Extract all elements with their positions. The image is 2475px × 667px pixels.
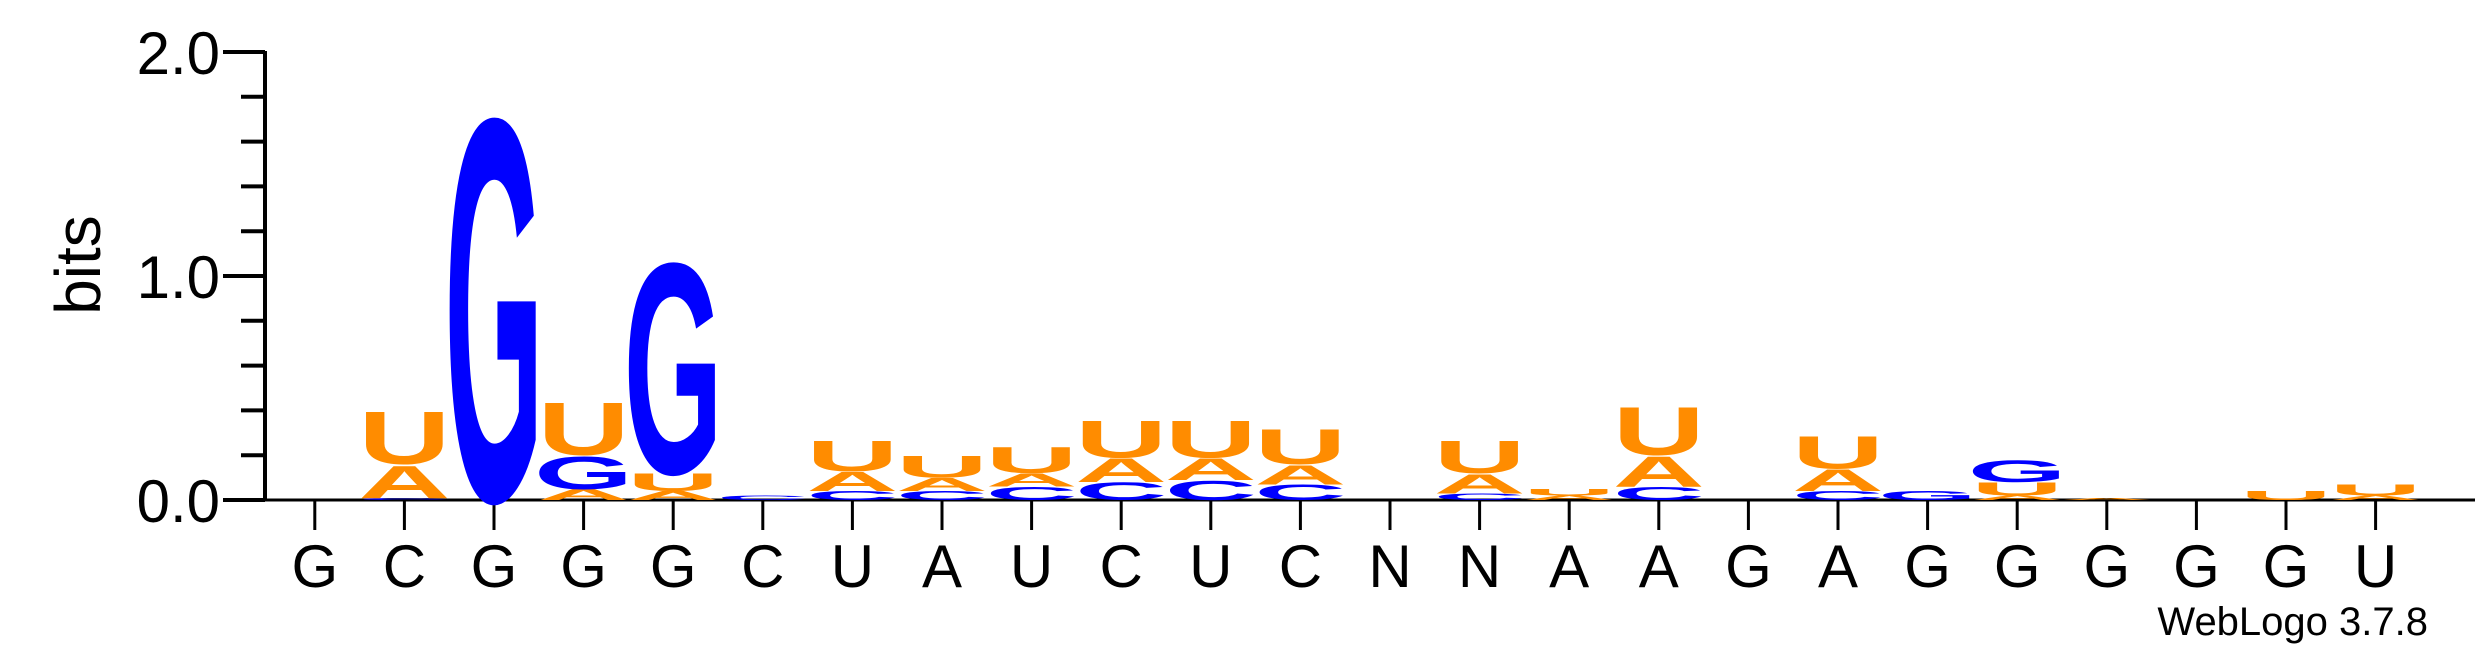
logo-letter-A: A	[2330, 494, 2422, 501]
x-tick-label: U	[1010, 533, 1053, 600]
logo-letter-A: A	[358, 456, 450, 508]
weblogo-credit: WebLogo 3.7.8	[2157, 600, 2428, 644]
x-tick-label: U	[1189, 533, 1232, 600]
logo-letter-A: A	[1523, 494, 1615, 501]
logo-letter-U: U	[1075, 410, 1167, 469]
x-tick-label: N	[1458, 533, 1501, 600]
logo-letter-U: U	[1165, 410, 1257, 469]
logo-letter-A: A	[986, 470, 1078, 491]
y-tick-label: 2.0	[137, 20, 220, 87]
y-axis-label: bits	[42, 215, 114, 315]
logo-letter-C: C	[1792, 489, 1884, 503]
logo-letter-A: A	[1254, 459, 1346, 491]
logo-letter-C: C	[1075, 478, 1167, 506]
logo-letter-U: U	[1971, 479, 2063, 500]
logo-letter-C: C	[1613, 483, 1705, 504]
logo-letter-A: A	[896, 474, 988, 495]
x-tick-label: G	[1904, 533, 1951, 600]
y-tick-label: 1.0	[137, 244, 220, 311]
logo-letter-C: C	[896, 489, 988, 503]
x-tick-label: A	[1639, 533, 1679, 600]
x-tick-label: A	[922, 533, 962, 600]
x-tick-label: G	[1725, 533, 1772, 600]
x-tick-label: G	[1994, 533, 2041, 600]
letter-stacks: CAUGAGUAUGCCAUCAUCAUCAUCAUCAUCAUAUCAUCAU…	[358, 6, 2421, 618]
x-tick-label: G	[560, 533, 607, 600]
logo-letter-A: A	[1971, 494, 2063, 501]
logo-letter-U: U	[2330, 482, 2422, 499]
x-tick-label: G	[291, 533, 338, 600]
logo-letter-G: G	[624, 201, 723, 538]
x-tick-label: N	[1368, 533, 1411, 600]
logo-letter-A: A	[1434, 468, 1526, 500]
logo-letter-C: C	[1434, 492, 1526, 502]
logo-letter-C: C	[806, 489, 898, 503]
logo-letter-U: U	[986, 439, 1078, 481]
y-tick-label: 0.0	[137, 468, 220, 535]
logo-letter-G: G	[1968, 454, 2067, 489]
logo-letter-U: U	[896, 449, 988, 484]
x-tick-label: C	[1279, 533, 1322, 600]
x-tick-label: G	[2083, 533, 2130, 600]
logo-letter-A: A	[1613, 448, 1705, 496]
logo-letter-G: G	[444, 6, 543, 618]
logo-letter-A: A	[2061, 497, 2153, 500]
logo-letter-G: G	[1878, 489, 1977, 503]
x-tick-label: G	[650, 533, 697, 600]
x-tick-label: C	[383, 533, 426, 600]
logo-letter-U: U	[1523, 487, 1615, 497]
logo-letter-C: C	[986, 483, 1078, 504]
x-tick-label: A	[1818, 533, 1858, 600]
logo-letter-C: C	[358, 497, 450, 500]
logo-letter-A: A	[627, 489, 719, 503]
x-tick-label: G	[2173, 533, 2220, 600]
x-tick-label: U	[831, 533, 874, 600]
logo-letter-C: C	[717, 494, 809, 501]
logo-letter-A: A	[806, 466, 898, 498]
x-tick-label: A	[1549, 533, 1589, 600]
logo-letter-U: U	[1613, 393, 1705, 470]
logo-letter-U: U	[2240, 489, 2332, 503]
y-axis: 0.0 1.0 2.0	[137, 20, 267, 535]
logo-letter-C: C	[1254, 480, 1346, 504]
logo-letter-U: U	[806, 432, 898, 480]
logo-letter-A: A	[1792, 463, 1884, 498]
logo-letter-C: C	[1165, 475, 1257, 507]
logo-letter-U: U	[358, 397, 450, 481]
x-tick-label: G	[471, 533, 518, 600]
x-tick-label: C	[1100, 533, 1143, 600]
logo-letter-G: G	[534, 447, 633, 499]
x-tick-label: G	[2263, 533, 2310, 600]
logo-letter-A: A	[1075, 451, 1167, 489]
x-tick-label: U	[2354, 533, 2397, 600]
logo-letter-U: U	[1792, 427, 1884, 479]
logo-letter-A: A	[1165, 452, 1257, 487]
logo-letter-U: U	[538, 388, 630, 472]
logo-letter-U: U	[1254, 419, 1346, 475]
logo-letter-U: U	[627, 469, 719, 497]
x-tick-label: C	[741, 533, 784, 600]
logo-letter-U: U	[1434, 431, 1526, 483]
logo-letter-A: A	[538, 486, 630, 503]
